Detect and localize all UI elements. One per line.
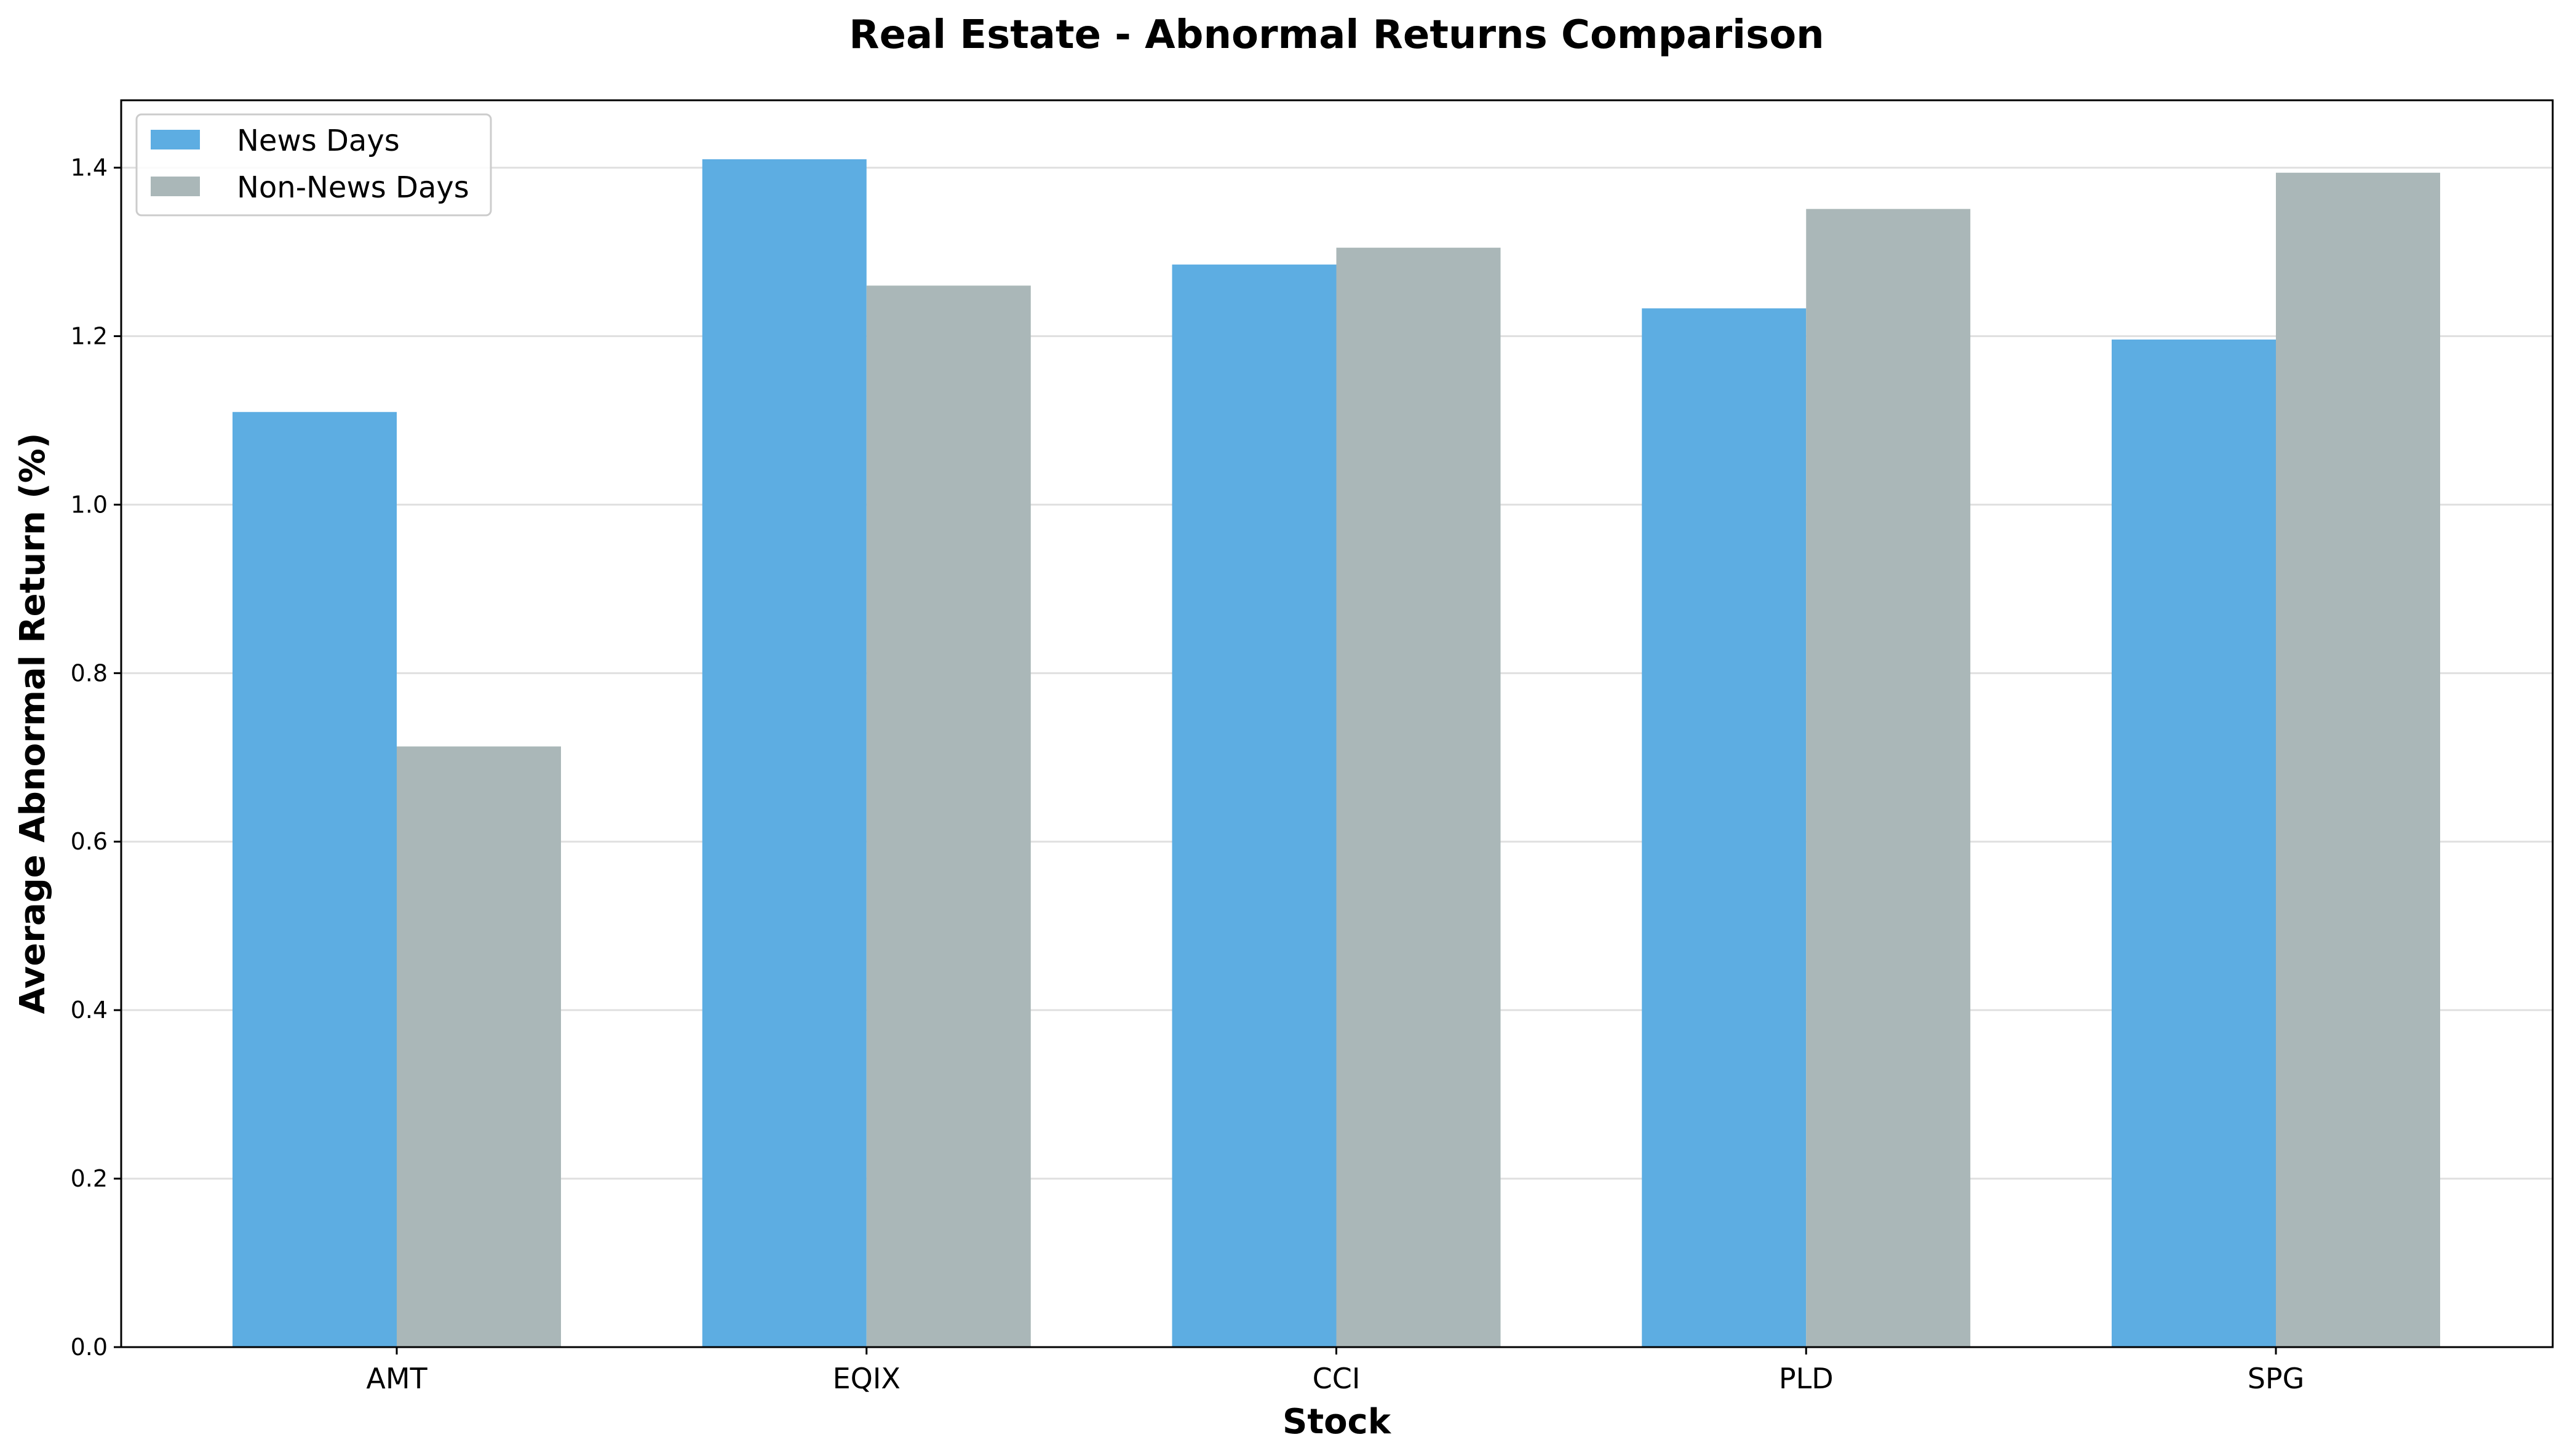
legend-swatch-non-news-days [151, 177, 200, 196]
x-tick-label: CCI [1313, 1362, 1361, 1395]
x-tick-label: PLD [1779, 1362, 1834, 1395]
bar-pld-non-news-days [1806, 209, 1971, 1347]
legend-label-non-news-days: Non-News Days [237, 170, 469, 205]
y-tick-label: 0.4 [71, 997, 108, 1024]
bar-cci-news-days [1172, 265, 1337, 1348]
legend-label-news-days: News Days [237, 124, 400, 158]
legend-box [135, 113, 492, 217]
y-tick-label: 1.0 [71, 491, 108, 518]
chart-title: Real Estate - Abnormal Returns Compariso… [849, 12, 1824, 58]
y-tick-label: 0.6 [71, 828, 108, 855]
bar-pld-news-days [1642, 308, 1807, 1348]
legend: News Days Non-News Days [135, 113, 492, 217]
x-axis-label: Stock [1282, 1402, 1392, 1442]
bar-cci-non-news-days [1336, 247, 1501, 1347]
bar-amt-non-news-days [397, 746, 561, 1347]
bars [233, 159, 2440, 1348]
y-axis-ticks: 0.0 0.2 0.4 0.6 0.8 1.0 1.2 1.4 [71, 154, 121, 1361]
x-tick-label: EQIX [833, 1362, 901, 1395]
y-tick-label: 1.2 [71, 322, 108, 349]
bar-eqix-non-news-days [866, 285, 1031, 1348]
y-tick-label: 0.0 [71, 1334, 108, 1361]
bar-spg-non-news-days [2276, 172, 2440, 1347]
bar-eqix-news-days [702, 159, 867, 1348]
x-tick-label: SPG [2248, 1362, 2305, 1395]
legend-swatch-news-days [151, 130, 200, 149]
x-tick-label: AMT [366, 1362, 427, 1395]
y-tick-label: 0.2 [71, 1165, 108, 1192]
y-tick-label: 0.8 [71, 659, 108, 686]
y-tick-label: 1.4 [71, 154, 108, 181]
y-axis-label: Average Abnormal Return (%) [13, 432, 53, 1014]
bar-spg-news-days [2112, 339, 2276, 1347]
bar-amt-news-days [233, 412, 397, 1347]
x-axis-ticks: AMT EQIX CCI PLD SPG [366, 1347, 2304, 1395]
